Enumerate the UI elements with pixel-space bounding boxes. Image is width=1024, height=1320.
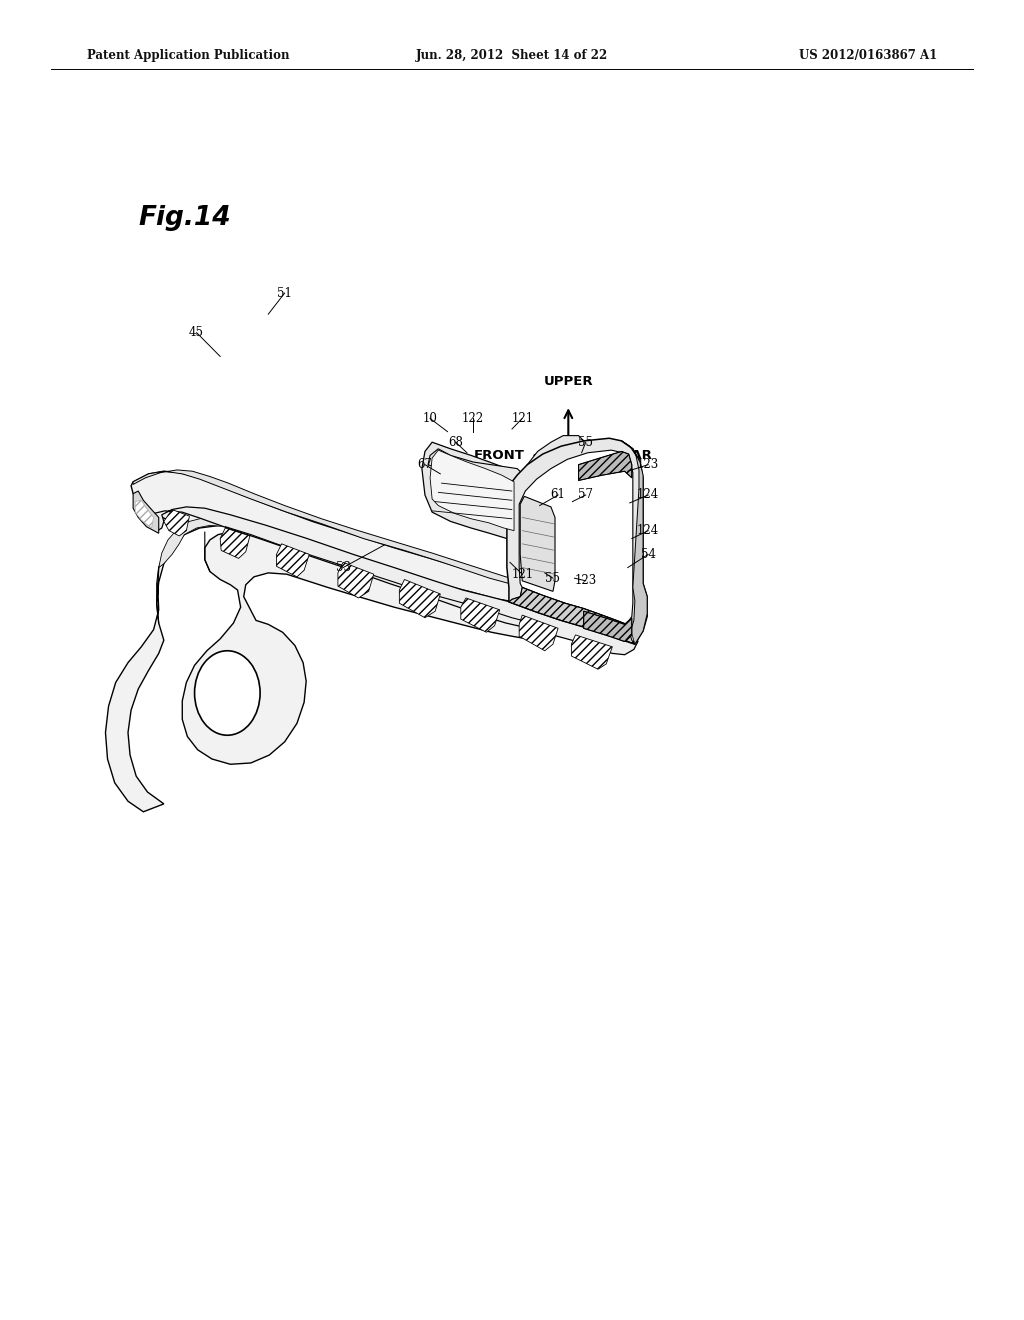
Polygon shape [220,528,250,558]
Polygon shape [338,562,374,598]
Polygon shape [148,507,638,655]
Circle shape [195,651,260,735]
Text: 121: 121 [511,568,534,581]
Polygon shape [509,587,635,644]
Polygon shape [579,451,632,480]
Polygon shape [422,442,519,541]
Polygon shape [133,491,159,533]
Polygon shape [520,496,555,591]
Polygon shape [461,598,500,632]
Text: 67: 67 [418,458,432,471]
Polygon shape [164,510,189,536]
Polygon shape [519,615,558,651]
Polygon shape [399,579,440,618]
Text: 121: 121 [511,412,534,425]
Text: Fig.14: Fig.14 [138,205,230,231]
Text: 123: 123 [637,458,659,471]
Text: 55: 55 [546,572,560,585]
Text: Jun. 28, 2012  Sheet 14 of 22: Jun. 28, 2012 Sheet 14 of 22 [416,49,608,62]
Text: 123: 123 [574,574,597,587]
Polygon shape [519,450,633,624]
Text: 61: 61 [551,488,565,502]
Text: 51: 51 [278,286,292,300]
Text: DOWN: DOWN [545,523,592,536]
Text: Patent Application Publication: Patent Application Publication [87,49,290,62]
Polygon shape [430,450,514,531]
Text: 55: 55 [579,436,593,449]
Polygon shape [571,635,612,669]
Text: REAR: REAR [612,449,652,462]
Text: 122: 122 [462,412,484,425]
Polygon shape [135,500,154,528]
Text: UPPER: UPPER [544,375,593,388]
Text: FRONT: FRONT [473,449,524,462]
Text: 124: 124 [637,524,659,537]
Text: 45: 45 [189,326,204,339]
Polygon shape [159,517,528,607]
Polygon shape [105,471,527,812]
Polygon shape [507,438,647,644]
Text: 54: 54 [641,548,655,561]
Text: 10: 10 [423,412,437,425]
Polygon shape [276,544,309,577]
Polygon shape [428,436,584,482]
Polygon shape [584,611,632,642]
Text: US 2012/0163867 A1: US 2012/0163867 A1 [799,49,937,62]
Polygon shape [133,470,527,589]
Polygon shape [622,441,647,644]
Text: 124: 124 [637,488,659,502]
Text: 53: 53 [336,561,350,574]
Text: 68: 68 [449,436,463,449]
Text: 57: 57 [579,488,593,502]
